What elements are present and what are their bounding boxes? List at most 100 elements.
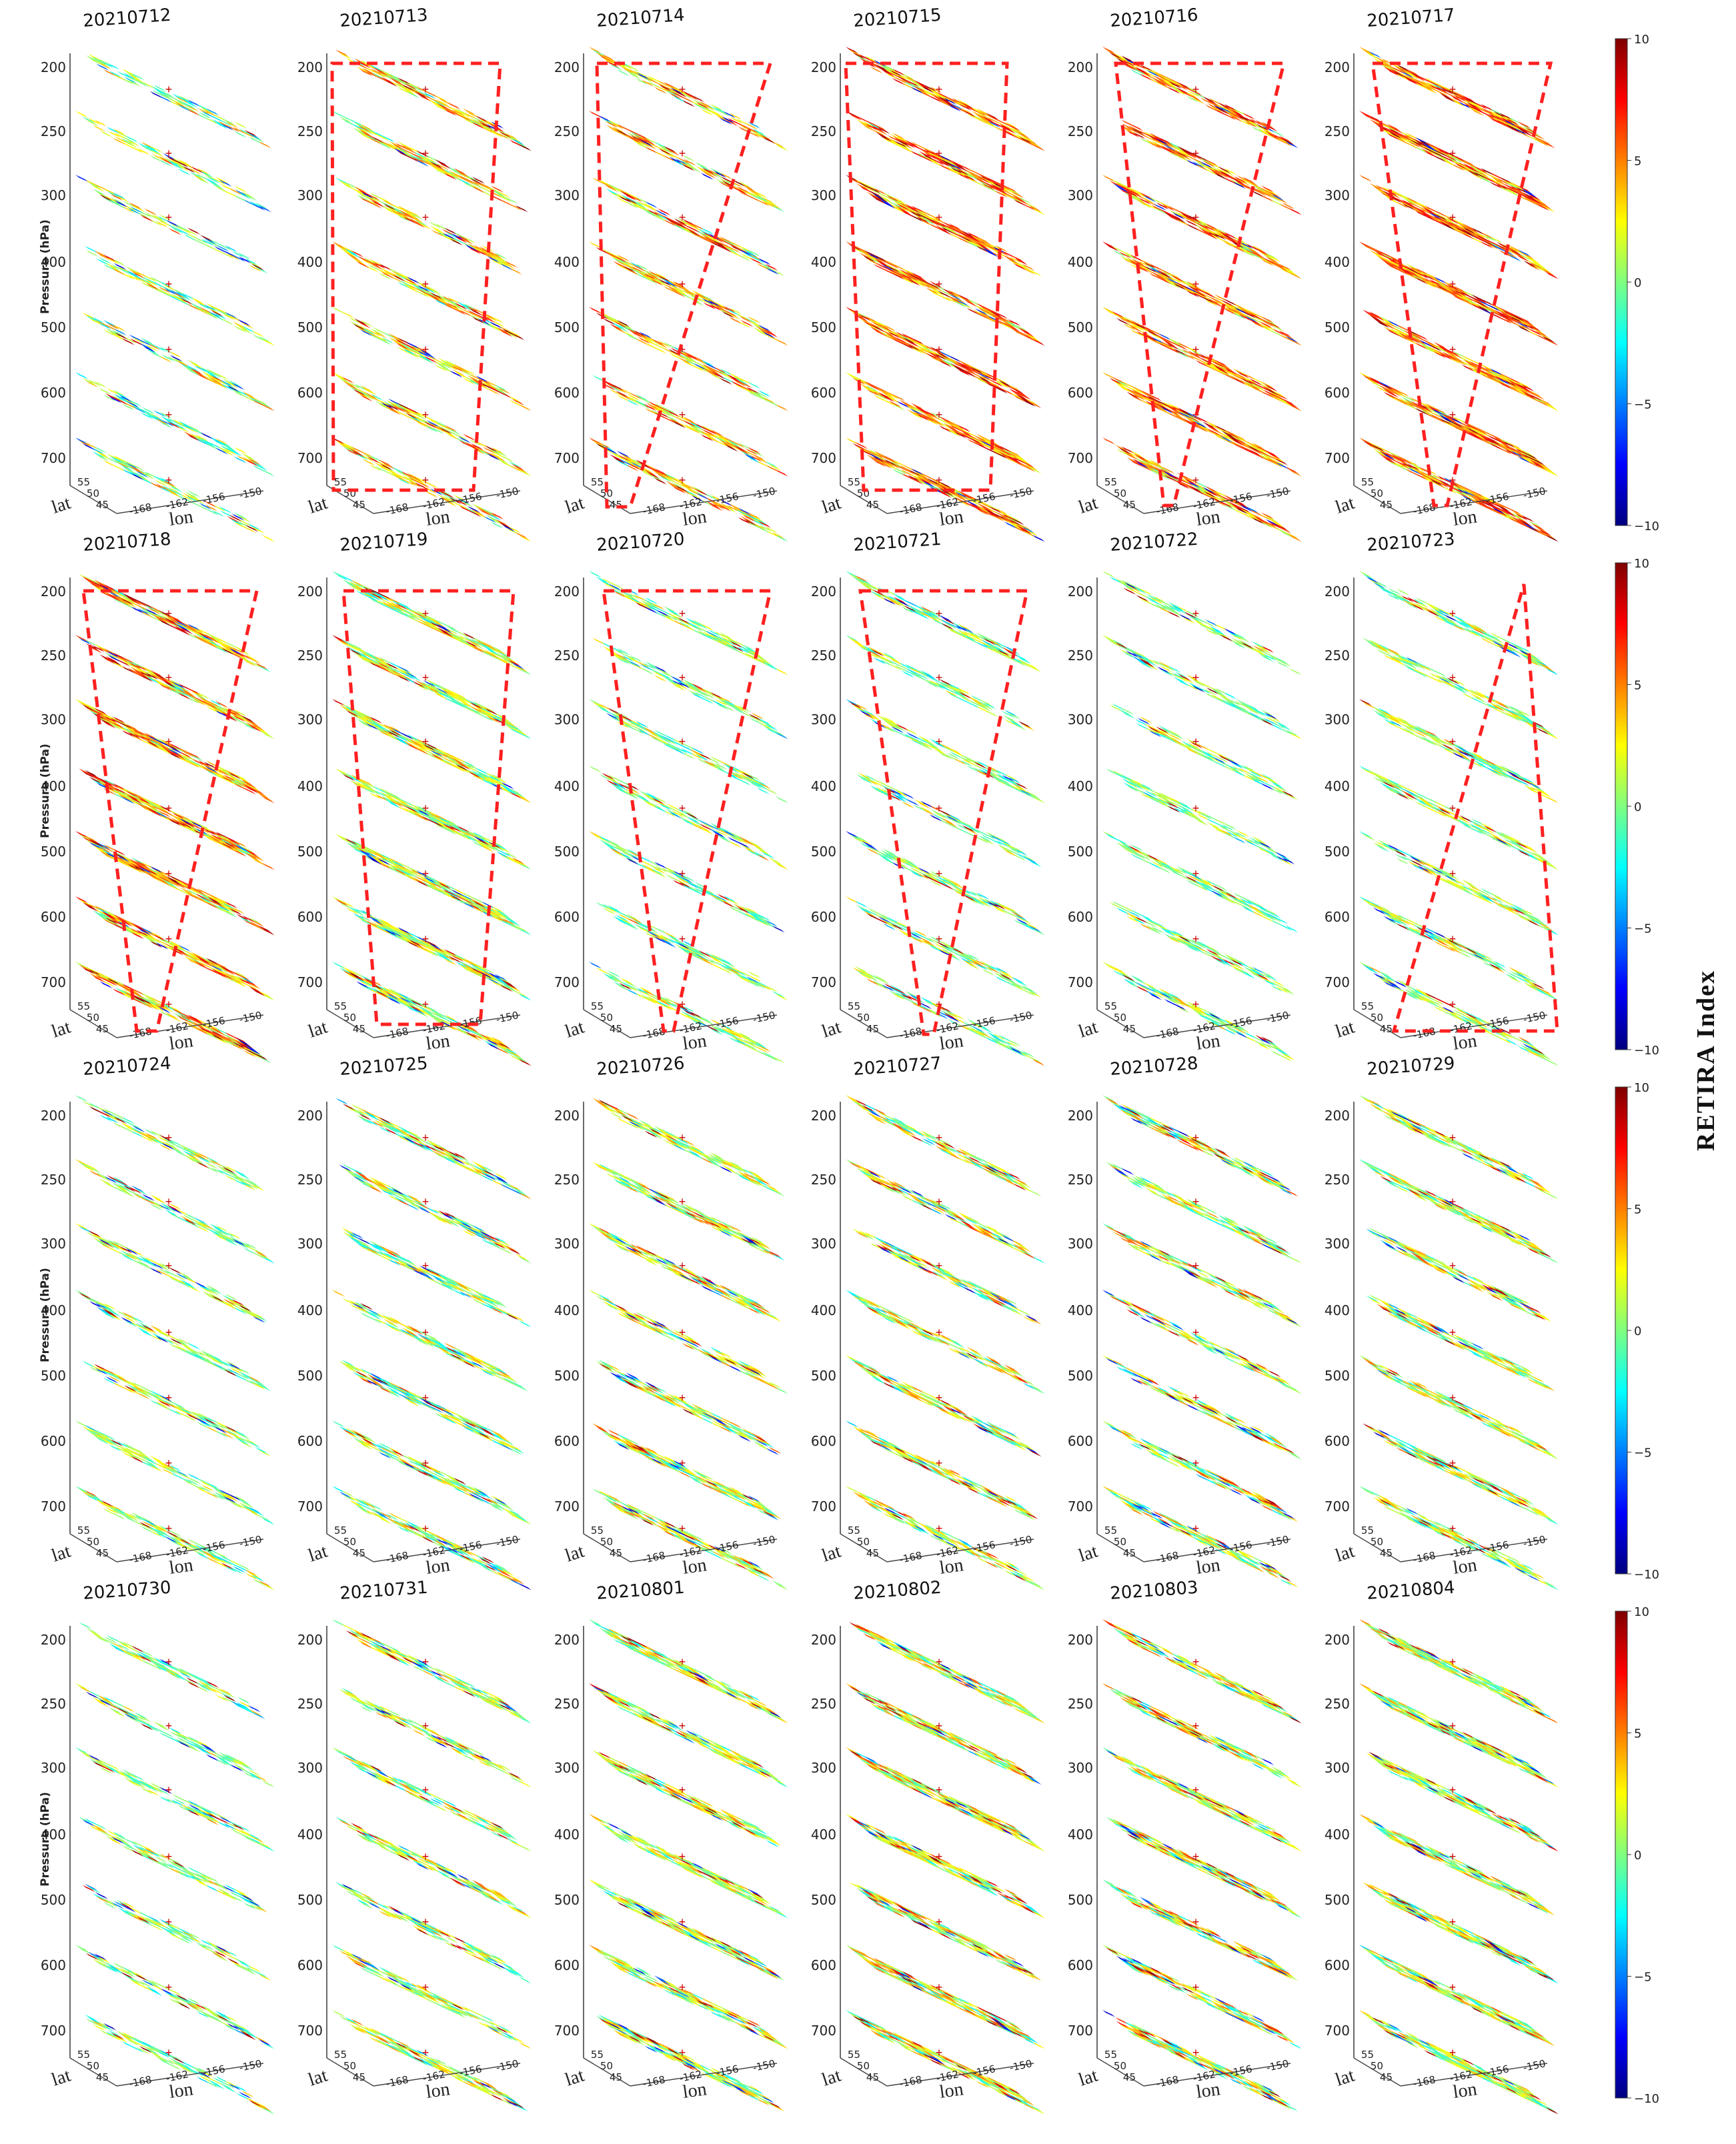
heat-cell bbox=[105, 195, 119, 203]
heat-cell bbox=[910, 151, 924, 158]
heat-cell bbox=[382, 71, 395, 79]
heat-cell bbox=[1222, 173, 1236, 181]
heat-cell bbox=[166, 417, 179, 425]
heat-cell bbox=[249, 265, 262, 272]
heat-cell bbox=[495, 128, 508, 136]
heat-cell bbox=[518, 403, 532, 411]
heat-cell bbox=[849, 244, 862, 251]
heat-cell bbox=[230, 387, 243, 395]
heat-cell bbox=[202, 243, 215, 250]
heat-cell bbox=[416, 281, 429, 289]
heat-cell bbox=[496, 132, 510, 140]
heat-cell bbox=[238, 192, 251, 200]
heat-cell bbox=[96, 454, 109, 461]
heat-cell bbox=[127, 470, 141, 477]
heat-cell bbox=[876, 131, 889, 139]
heat-cell bbox=[397, 77, 411, 85]
heat-cell bbox=[181, 161, 195, 169]
heat-cell bbox=[116, 392, 129, 400]
heat-cell bbox=[96, 191, 109, 199]
heat-cell bbox=[174, 101, 187, 109]
heat-cell bbox=[178, 159, 191, 167]
heat-cell bbox=[487, 322, 500, 330]
heat-cell bbox=[219, 510, 233, 517]
heat-cell bbox=[351, 187, 365, 195]
heat-cell bbox=[356, 130, 369, 138]
heat-cell bbox=[359, 197, 373, 205]
heat-cell bbox=[187, 490, 201, 497]
heat-cell bbox=[207, 307, 220, 315]
heat-cell bbox=[332, 241, 345, 249]
heat-cell bbox=[1525, 255, 1538, 263]
heat-cell bbox=[1028, 141, 1042, 149]
heat-cell bbox=[1003, 255, 1016, 262]
lon-tick-label: -156 bbox=[201, 490, 226, 507]
heat-cell bbox=[168, 490, 181, 498]
panel-20210716: 20210716200+250+300+400+500+600+700+4550… bbox=[1068, 5, 1302, 542]
marker-cross: + bbox=[422, 147, 429, 160]
heat-cell bbox=[438, 161, 452, 169]
heat-cell bbox=[988, 511, 1001, 519]
heat-cell bbox=[103, 197, 116, 205]
heat-cell bbox=[158, 155, 171, 163]
heat-cell bbox=[436, 99, 449, 107]
heat-cell bbox=[169, 159, 183, 166]
heat-cell bbox=[175, 291, 189, 299]
heat-cell bbox=[153, 475, 167, 483]
heat-cell bbox=[221, 318, 234, 325]
heat-cell bbox=[423, 155, 436, 163]
z-tick-label: 250 bbox=[811, 123, 836, 139]
heat-cell bbox=[171, 489, 184, 497]
heat-cell bbox=[626, 128, 640, 136]
heat-cell bbox=[227, 253, 240, 261]
heat-cell bbox=[231, 513, 245, 521]
heat-cell bbox=[238, 128, 251, 136]
heat-cell bbox=[1528, 324, 1541, 332]
heat-cell bbox=[335, 177, 349, 185]
marker-cross: + bbox=[1449, 211, 1457, 224]
heat-cell bbox=[499, 195, 512, 203]
heat-cell bbox=[342, 183, 355, 191]
heat-cell bbox=[247, 261, 261, 268]
heat-cell bbox=[1160, 209, 1174, 217]
heat-cell bbox=[379, 201, 393, 208]
heat-cell bbox=[672, 421, 686, 428]
panel-date: 20210712 bbox=[82, 5, 171, 31]
heat-cell bbox=[207, 240, 220, 248]
heat-cell bbox=[137, 211, 150, 219]
heat-cell bbox=[373, 261, 386, 269]
heat-cell bbox=[490, 321, 503, 329]
heat-cell bbox=[185, 101, 198, 108]
heat-cell bbox=[736, 313, 749, 321]
z-tick-label: 200 bbox=[554, 59, 580, 75]
heat-cell bbox=[186, 105, 199, 112]
heat-cell bbox=[249, 397, 262, 404]
heat-cell bbox=[401, 208, 414, 216]
heat-cell bbox=[468, 183, 482, 191]
heat-cell bbox=[219, 119, 233, 127]
heat-cell bbox=[419, 283, 433, 291]
heat-cell bbox=[75, 635, 89, 642]
heat-cell bbox=[401, 80, 414, 88]
heat-cell bbox=[147, 343, 161, 351]
marker-cross: + bbox=[936, 277, 943, 291]
heat-cell bbox=[161, 158, 175, 166]
heat-cell bbox=[123, 463, 136, 471]
heat-cell bbox=[395, 273, 408, 281]
heat-cell bbox=[387, 206, 400, 214]
heat-cell bbox=[150, 276, 163, 284]
heat-cell bbox=[654, 347, 667, 354]
heat-cell bbox=[135, 470, 149, 478]
heat-cell bbox=[208, 311, 221, 319]
heat-cell bbox=[415, 286, 428, 293]
heat-cell bbox=[387, 142, 400, 150]
heat-cell bbox=[187, 227, 201, 235]
heat-cell bbox=[359, 69, 373, 77]
heat-cell bbox=[384, 207, 397, 215]
marker-cross: + bbox=[1449, 277, 1457, 291]
z-tick-label: 400 bbox=[41, 254, 66, 270]
heat-cell bbox=[258, 205, 271, 213]
heat-cell bbox=[149, 285, 163, 293]
heat-cell bbox=[234, 447, 247, 454]
heat-cell bbox=[354, 122, 367, 130]
